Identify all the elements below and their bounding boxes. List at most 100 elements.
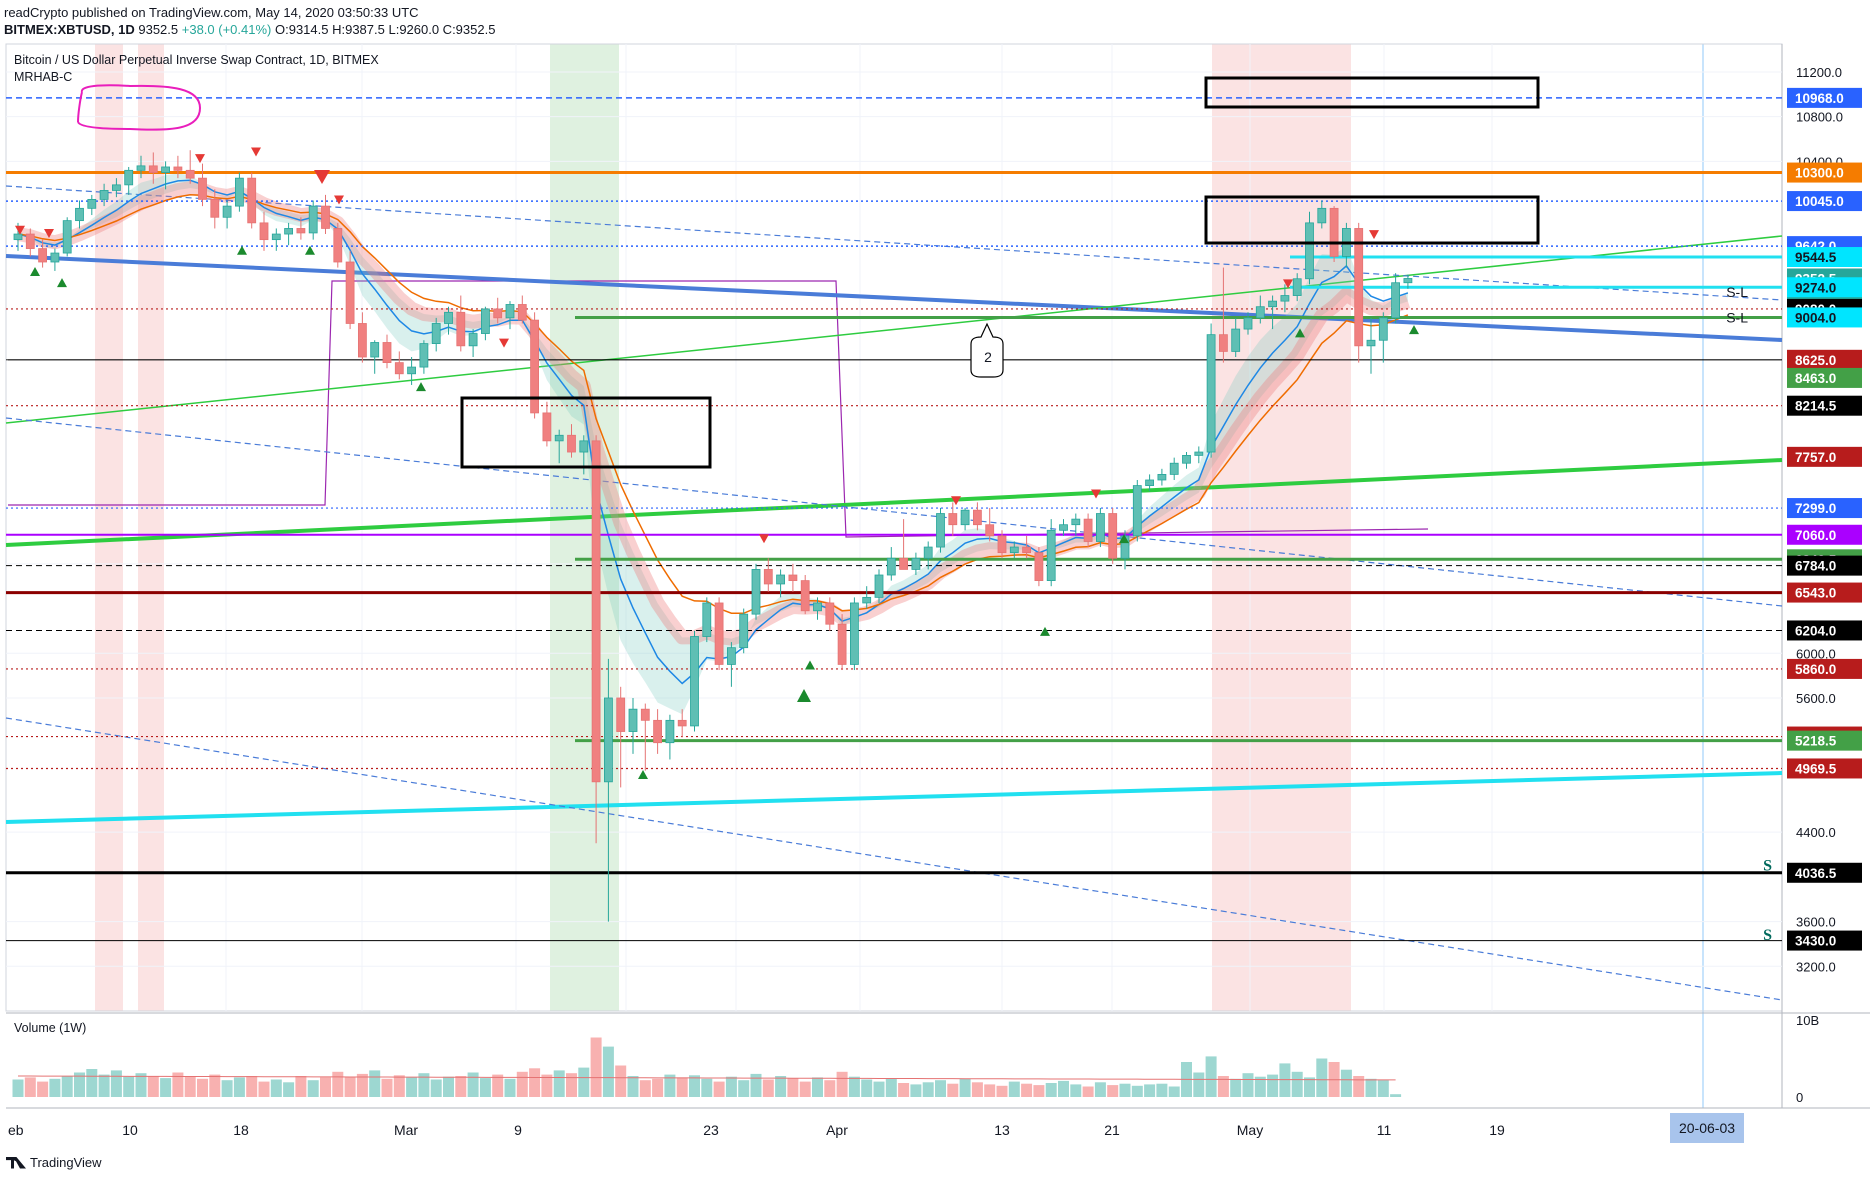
price-label-box: [1787, 307, 1862, 328]
candle-body: [825, 602, 835, 625]
volume-bar: [443, 1076, 454, 1097]
price-label: 10300.0: [1795, 166, 1844, 181]
sell-signal-icon: [951, 496, 961, 506]
volume-bar: [738, 1080, 750, 1097]
time-tick: 19: [1489, 1122, 1505, 1138]
volume-bar: [1242, 1073, 1254, 1097]
candle-body: [161, 166, 171, 173]
candle-body: [960, 509, 970, 526]
symbol-line: BITMEX:XBTUSD, 1D 9352.5 +38.0 (+0.41%) …: [4, 21, 495, 38]
price-tick: 3200.0: [1796, 959, 1836, 974]
tradingview-icon: [6, 1156, 26, 1169]
change-value: +38.0 (+0.41%): [181, 22, 272, 37]
candle-body: [1280, 295, 1290, 302]
buy-signal-icon: [805, 660, 815, 670]
indicator-name: MRHAB-C: [14, 70, 72, 84]
candle-body: [124, 169, 134, 186]
annotation-bubble[interactable]: [970, 322, 1004, 378]
candle-body: [702, 602, 712, 637]
volume-bar: [197, 1078, 208, 1097]
volume-tick: 10B: [1796, 1013, 1819, 1028]
candle-body: [1354, 228, 1364, 347]
cyan-trendline: [5, 771, 1783, 824]
price-label: 7299.0: [1795, 501, 1836, 516]
candle-body: [591, 440, 601, 783]
volume-bar: [910, 1084, 922, 1097]
price-label: 6543.0: [1795, 586, 1836, 601]
volume-bar: [1168, 1086, 1180, 1097]
volume-bar: [996, 1085, 1008, 1097]
candle-body: [862, 596, 872, 604]
candle-body: [517, 304, 527, 321]
candle-body: [554, 434, 564, 442]
volume-bar: [1058, 1080, 1069, 1097]
candle-body: [800, 580, 810, 612]
candlesticks: [13, 150, 1413, 922]
candle-body: [1169, 462, 1179, 475]
volume-bar: [295, 1076, 307, 1097]
price-label-box: [1787, 367, 1862, 388]
candle-body: [1194, 451, 1204, 456]
volume-bar: [627, 1076, 639, 1097]
buy-signal-icon: [1295, 328, 1305, 338]
sell-signal-icon: [44, 229, 54, 239]
candle-body: [874, 574, 884, 598]
volume-bar: [1217, 1076, 1229, 1097]
price-label: 4036.5: [1795, 866, 1837, 881]
tradingview-logo[interactable]: TradingView: [6, 1155, 102, 1170]
volume-bar: [283, 1082, 295, 1097]
candle-body: [1009, 546, 1019, 554]
price-axis: 10B011200.010800.010400.06800.06000.0560…: [1787, 65, 1862, 1105]
candle-body: [973, 509, 982, 526]
price-label: 8463.0: [1795, 371, 1836, 386]
price-label-box: [1787, 758, 1862, 779]
annotation-bubble-text[interactable]: 2: [984, 349, 992, 365]
volume-bar: [209, 1074, 221, 1097]
sell-signal-icon: [1283, 279, 1293, 289]
volume-bar: [1279, 1063, 1291, 1097]
volume-bar: [762, 1079, 774, 1097]
volume-pane: [12, 1037, 1402, 1097]
candle-body: [99, 190, 109, 200]
candle-body: [173, 166, 183, 171]
candle-body: [38, 248, 47, 263]
candle-body: [1378, 317, 1388, 341]
price-label-box: [1787, 658, 1862, 679]
volume-bar: [1131, 1085, 1143, 1097]
price-label: 8625.0: [1795, 353, 1836, 368]
buy-signal-icon: [57, 278, 67, 288]
volume-bar: [1082, 1086, 1094, 1097]
highlight-zone: [550, 44, 619, 1011]
volume-bar: [369, 1070, 381, 1097]
price-label-box: [1787, 446, 1862, 467]
candle-body: [665, 719, 675, 744]
publisher-line: readCrypto published on TradingView.com,…: [4, 5, 419, 20]
candle-body: [1292, 278, 1302, 296]
candle-body: [1071, 518, 1081, 526]
time-tick: 9: [514, 1122, 522, 1138]
sell-signal-icon: [15, 225, 25, 235]
candle-body: [1083, 518, 1093, 542]
volume-bar: [74, 1072, 85, 1097]
candle-body: [714, 602, 724, 665]
candle-body: [357, 323, 367, 358]
volume-bar: [320, 1077, 331, 1097]
candle-body: [653, 719, 662, 744]
price-label: 6204.0: [1795, 623, 1836, 638]
candle-body: [985, 524, 995, 537]
candle-body: [50, 252, 60, 263]
volume-bar: [885, 1078, 897, 1097]
volume-bar: [24, 1077, 36, 1097]
candle-body: [911, 557, 921, 570]
volume-bar: [123, 1076, 135, 1097]
volume-bar: [479, 1078, 491, 1097]
blue-dashed-trendline-1: [5, 185, 1783, 301]
price-label-box: [1787, 582, 1862, 603]
candle-body: [1268, 300, 1277, 308]
sell-signal-icon: [1369, 230, 1379, 240]
price-label-box: [1787, 620, 1862, 641]
volume-bar: [553, 1070, 565, 1097]
volume-bar: [1021, 1083, 1033, 1097]
candle-body: [222, 205, 232, 218]
